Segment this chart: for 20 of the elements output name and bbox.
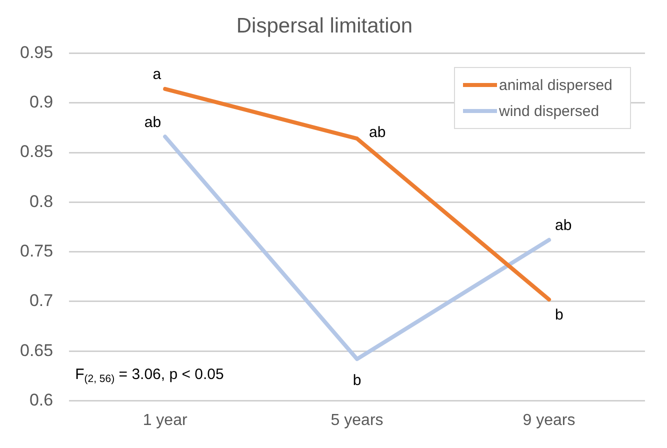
y-tick-label: 0.65 [20, 340, 54, 360]
y-tick-label: 0.95 [20, 42, 54, 62]
annotation: ab [144, 114, 162, 131]
annotation: b [555, 306, 564, 324]
y-tick-label: 0.7 [29, 291, 54, 310]
x-tick-label: 9 years [522, 412, 576, 429]
y-tick-label: 0.8 [29, 192, 54, 211]
x-tick-label: 5 years [330, 412, 384, 429]
legend-label: wind dispersed [499, 102, 600, 120]
annotation: ab [369, 124, 386, 141]
y-tick-label: 0.85 [20, 142, 54, 162]
y-tick-label: 0.9 [29, 92, 54, 112]
annotation: ab [555, 217, 572, 234]
annotation: a [152, 66, 162, 84]
x-tick-label: 1 year [142, 412, 188, 429]
chart-title: Dispersal limitation [236, 14, 413, 38]
y-tick-label: 0.75 [20, 242, 54, 261]
legend-label: animal dispersed [499, 76, 612, 94]
annotation: b [352, 372, 362, 390]
y-tick-label: 0.6 [29, 390, 54, 410]
